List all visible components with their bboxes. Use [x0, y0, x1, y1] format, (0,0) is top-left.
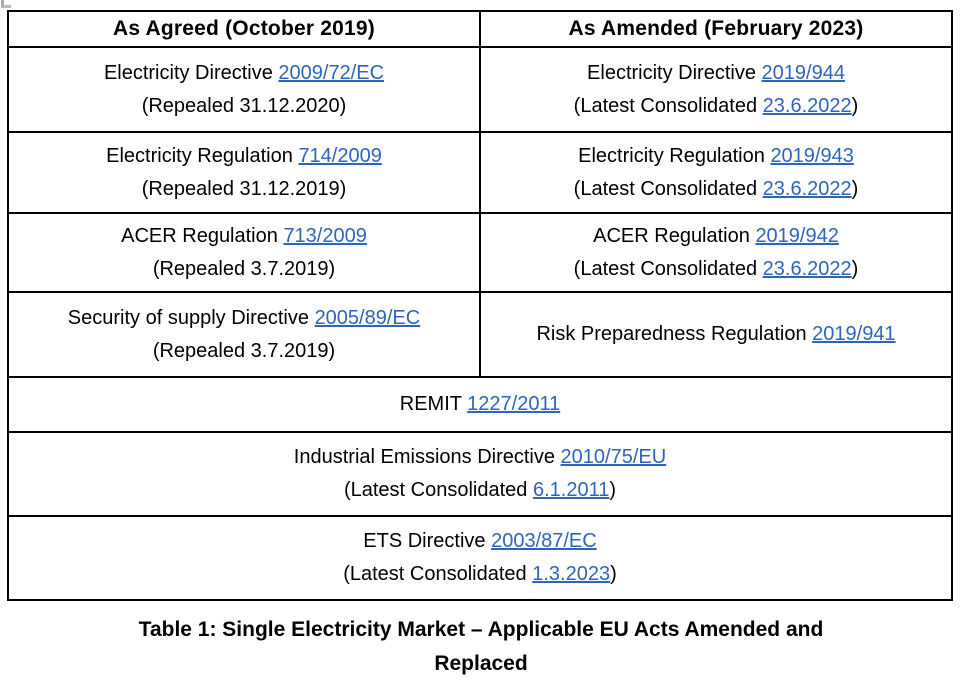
cell-text: (Repealed 3.7.2019)	[152, 339, 336, 362]
header-row: As Agreed (October 2019) As Amended (Feb…	[7, 10, 953, 48]
table-cell: ACER Regulation 713/2009 (Repealed 3.7.20…	[7, 212, 481, 293]
screen-corner-artifact	[1, 0, 11, 8]
cell-line: (Latest Consolidated 23.6.2022)	[485, 173, 947, 206]
table-caption: Table 1: Single Electricity Market – App…	[0, 613, 962, 681]
cell-text: ETS Directive	[363, 530, 492, 552]
link-713-2009[interactable]: 713/2009	[283, 224, 367, 247]
table-row: REMIT 1227/2011	[7, 376, 953, 433]
table-caption-line2: Replaced	[434, 652, 528, 675]
cell-line: Electricity Regulation 714/2009	[13, 140, 475, 173]
cell-text: Industrial Emissions Directive	[293, 446, 561, 468]
table-row: Electricity Directive 2009/72/EC (Repeale…	[7, 46, 953, 133]
link-2019-941[interactable]: 2019/941	[812, 323, 896, 345]
cell-line: Security of supply Directive 2005/89/EC	[13, 302, 475, 335]
cell-text: (Latest Consolidated	[343, 479, 533, 501]
cell-text: )	[609, 479, 617, 501]
acts-table-body: Electricity Directive 2009/72/EC (Repeale…	[7, 46, 953, 601]
link-2010-75-EU[interactable]: 2010/75/EU	[560, 446, 667, 468]
table-row: Security of supply Directive 2005/89/EC (…	[7, 291, 953, 378]
cell-line: Industrial Emissions Directive 2010/75/E…	[13, 441, 947, 474]
cell-line: ACER Regulation 2019/942	[485, 220, 947, 253]
table-row: ETS Directive 2003/87/EC (Latest Consolid…	[7, 515, 953, 601]
cell-text: Security of supply Directive	[67, 306, 315, 329]
table-cell: Industrial Emissions Directive 2010/75/E…	[7, 431, 953, 517]
cell-text: (Latest Consolidated	[573, 94, 763, 117]
cell-text: (Latest Consolidated	[343, 563, 533, 585]
table-row: Electricity Regulation 714/2009 (Repealed…	[7, 131, 953, 214]
cell-text: REMIT	[399, 393, 468, 415]
link-2019-944[interactable]: 2019/944	[761, 61, 845, 84]
cell-line: (Repealed 3.7.2019)	[13, 335, 475, 368]
cell-text: Electricity Directive	[103, 61, 279, 84]
header-as-amended: As Amended (February 2023)	[479, 10, 953, 48]
link-714-2009[interactable]: 714/2009	[298, 144, 382, 167]
cell-line: (Repealed 31.12.2020)	[13, 90, 475, 123]
cell-text: Electricity Regulation	[578, 144, 771, 167]
cell-text: )	[851, 94, 859, 117]
cell-line: (Latest Consolidated 6.1.2011)	[13, 474, 947, 507]
cell-line: Risk Preparedness Regulation 2019/941	[485, 318, 947, 351]
cell-line: (Latest Consolidated 23.6.2022)	[485, 253, 947, 286]
cell-line: Electricity Directive 2019/944	[485, 57, 947, 90]
table-cell: Electricity Directive 2019/944 (Latest Co…	[479, 46, 953, 133]
cell-line: (Repealed 3.7.2019)	[13, 253, 475, 286]
link-2019-943[interactable]: 2019/943	[770, 144, 854, 167]
link-23-6-2022[interactable]: 23.6.2022	[762, 94, 852, 117]
cell-text: )	[851, 177, 859, 200]
cell-text: ACER Regulation	[121, 224, 284, 247]
table-cell: ETS Directive 2003/87/EC (Latest Consolid…	[7, 515, 953, 601]
link-2019-942[interactable]: 2019/942	[755, 224, 839, 247]
table-cell: Risk Preparedness Regulation 2019/941	[479, 291, 953, 378]
eu-acts-table: As Agreed (October 2019) As Amended (Feb…	[7, 10, 953, 601]
table-row: ACER Regulation 713/2009 (Repealed 3.7.20…	[7, 212, 953, 293]
table-cell: REMIT 1227/2011	[7, 376, 953, 433]
link-1-3-2023[interactable]: 1.3.2023	[532, 563, 611, 585]
link-23-6-2022[interactable]: 23.6.2022	[762, 257, 852, 280]
table-row: Industrial Emissions Directive 2010/75/E…	[7, 431, 953, 517]
link-6-1-2011[interactable]: 6.1.2011	[532, 479, 610, 501]
link-23-6-2022[interactable]: 23.6.2022	[762, 177, 852, 200]
cell-text: Risk Preparedness Regulation	[536, 323, 813, 345]
table-cell: Security of supply Directive 2005/89/EC (…	[7, 291, 481, 378]
cell-text: Electricity Regulation	[106, 144, 299, 167]
cell-line: (Latest Consolidated 1.3.2023)	[13, 558, 947, 591]
cell-text: (Repealed 31.12.2019)	[141, 177, 347, 200]
link-2009-72-EC[interactable]: 2009/72/EC	[278, 61, 385, 84]
cell-line: ETS Directive 2003/87/EC	[13, 525, 947, 558]
cell-line: Electricity Regulation 2019/943	[485, 140, 947, 173]
cell-text: )	[610, 563, 617, 585]
cell-line: Electricity Directive 2009/72/EC	[13, 57, 475, 90]
cell-text: (Latest Consolidated	[573, 257, 763, 280]
cell-text: (Latest Consolidated	[573, 177, 763, 200]
table-cell: Electricity Regulation 714/2009 (Repealed…	[7, 131, 481, 214]
cell-line: ACER Regulation 713/2009	[13, 220, 475, 253]
cell-line: REMIT 1227/2011	[13, 388, 947, 421]
link-2003-87-EC[interactable]: 2003/87/EC	[491, 530, 597, 552]
cell-text: Electricity Directive	[587, 61, 762, 84]
cell-line: (Latest Consolidated 23.6.2022)	[485, 90, 947, 123]
link-1227-2011[interactable]: 1227/2011	[467, 393, 561, 415]
table-cell: ACER Regulation 2019/942 (Latest Consolid…	[479, 212, 953, 293]
cell-line: (Repealed 31.12.2019)	[13, 173, 475, 206]
table-caption-line1: Table 1: Single Electricity Market – App…	[138, 618, 824, 641]
cell-text: (Repealed 3.7.2019)	[152, 257, 336, 280]
cell-text: )	[851, 257, 859, 280]
cell-text: ACER Regulation	[593, 224, 756, 247]
cell-text: (Repealed 31.12.2020)	[141, 94, 347, 117]
table-cell: Electricity Directive 2009/72/EC (Repeale…	[7, 46, 481, 133]
table-cell: Electricity Regulation 2019/943 (Latest C…	[479, 131, 953, 214]
header-as-agreed: As Agreed (October 2019)	[7, 10, 481, 48]
link-2005-89-EC[interactable]: 2005/89/EC	[314, 306, 421, 329]
